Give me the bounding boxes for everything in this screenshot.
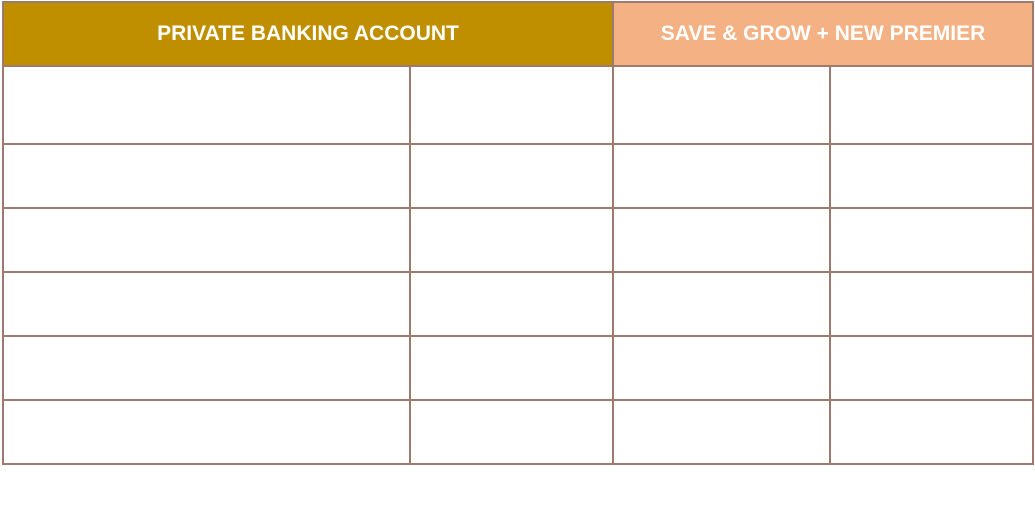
comparison-table-container: PRIVATE BANKING ACCOUNT SAVE & GROW + NE… — [2, 1, 1034, 465]
table-cell — [612, 335, 831, 401]
table-cell — [612, 271, 831, 337]
table-row — [2, 399, 1034, 465]
comparison-table: PRIVATE BANKING ACCOUNT SAVE & GROW + NE… — [2, 1, 1034, 465]
table-row — [2, 207, 1034, 273]
table-cell — [829, 143, 1034, 209]
header-save-grow-new-premier: SAVE & GROW + NEW PREMIER — [612, 1, 1034, 67]
header-private-banking-account: PRIVATE BANKING ACCOUNT — [2, 1, 614, 67]
table-cell — [2, 65, 411, 145]
table-cell — [2, 399, 411, 465]
table-cell — [409, 399, 614, 465]
table-cell — [2, 207, 411, 273]
table-header-row: PRIVATE BANKING ACCOUNT SAVE & GROW + NE… — [2, 1, 1034, 67]
table-cell — [829, 271, 1034, 337]
table-row — [2, 271, 1034, 337]
table-cell — [829, 399, 1034, 465]
table-cell — [829, 335, 1034, 401]
table-cell — [409, 143, 614, 209]
table-cell — [409, 207, 614, 273]
table-cell — [409, 335, 614, 401]
table-cell — [612, 207, 831, 273]
table-cell — [612, 143, 831, 209]
table-row — [2, 65, 1034, 145]
table-row — [2, 143, 1034, 209]
table-cell — [612, 65, 831, 145]
table-cell — [409, 271, 614, 337]
table-cell — [409, 65, 614, 145]
table-cell — [829, 65, 1034, 145]
table-cell — [2, 335, 411, 401]
table-cell — [612, 399, 831, 465]
table-cell — [829, 207, 1034, 273]
table-row — [2, 335, 1034, 401]
table-cell — [2, 271, 411, 337]
table-cell — [2, 143, 411, 209]
